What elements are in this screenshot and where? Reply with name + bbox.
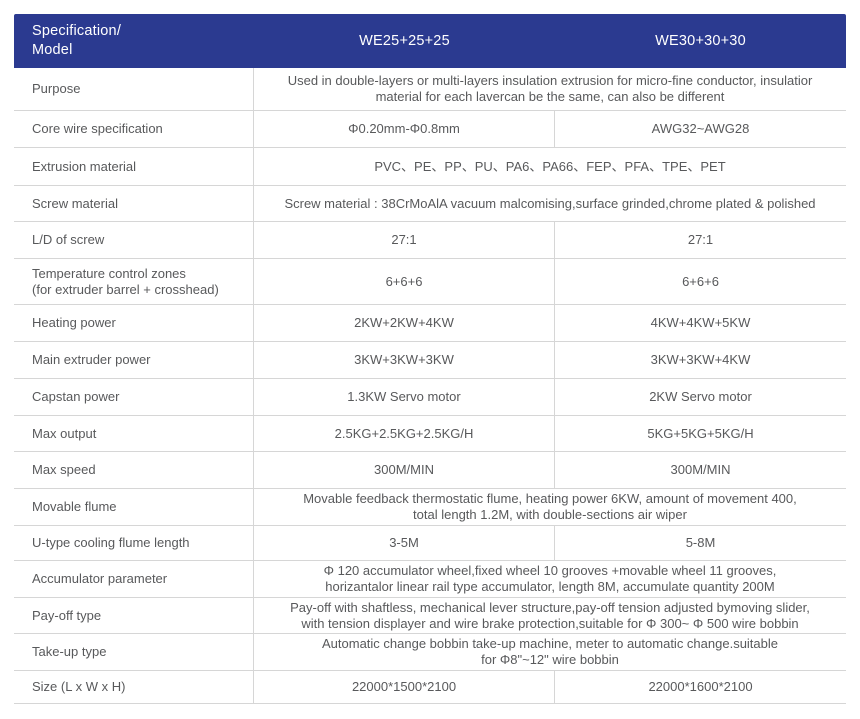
- row-label: Accumulator parameter: [14, 561, 254, 597]
- row-value-we30: 2KW Servo motor: [649, 389, 752, 404]
- header-model-we25: WE25+25+25: [359, 33, 450, 49]
- table-row-movable-flume: Movable flume Movable feedback thermosta…: [14, 489, 846, 526]
- spec-table: Specification/ Model WE25+25+25 WE30+30+…: [14, 14, 846, 704]
- row-value-we25: Φ0.20mm-Φ0.8mm: [254, 111, 555, 147]
- table-row-core-wire: Core wire specification Φ0.20mm-Φ0.8mm A…: [14, 111, 846, 148]
- row-label: Core wire specification: [14, 111, 254, 147]
- table-row-screw-material: Screw material Screw material : 38CrMoAl…: [14, 186, 846, 222]
- row-value-we30: 27:1: [687, 232, 714, 247]
- row-value-span: Screw material : 38CrMoAlA vacuum malcom…: [284, 195, 816, 211]
- row-label: Main extruder power: [14, 342, 254, 378]
- table-row-extrusion-material: Extrusion material PVC、PE、PP、PU、PA6、PA66…: [14, 148, 846, 186]
- row-value-we25: 300M/MIN: [254, 452, 555, 488]
- row-label: U-type cooling flume length: [14, 526, 254, 560]
- row-value-span: PVC、PE、PP、PU、PA6、PA66、FEP、PFA、TPE、PET: [374, 158, 726, 174]
- row-value-we25: 3KW+3KW+3KW: [254, 342, 555, 378]
- row-value-we25: 3-5M: [254, 526, 555, 560]
- header-model-we30: WE30+30+30: [655, 33, 746, 49]
- row-label: Temperature control zones (for extruder …: [14, 259, 254, 304]
- row-value-span: Φ 120 accumulator wheel,fixed wheel 10 g…: [323, 563, 777, 594]
- header-spec-model: Specification/ Model: [32, 23, 122, 58]
- row-value-we25: 2KW+2KW+4KW: [254, 305, 555, 341]
- row-value-we25: 1.3KW Servo motor: [254, 379, 555, 415]
- row-value-we30: 6+6+6: [682, 273, 719, 289]
- table-row-payoff-type: Pay-off type Pay-off with shaftless, mec…: [14, 598, 846, 634]
- row-label: L/D of screw: [14, 222, 254, 258]
- row-value-span: Automatic change bobbin take-up machine,…: [322, 636, 778, 667]
- table-row-size: Size (L x W x H) 22000*1500*2100 22000*1…: [14, 671, 846, 704]
- row-label: Capstan power: [14, 379, 254, 415]
- row-value-we30: 5-8M: [685, 535, 716, 550]
- row-value-we30: 3KW+3KW+4KW: [650, 352, 751, 367]
- table-row-max-output: Max output 2.5KG+2.5KG+2.5KG/H 5KG+5KG+5…: [14, 416, 846, 452]
- table-row-utype-flume: U-type cooling flume length 3-5M 5-8M: [14, 526, 846, 561]
- row-value-we25: 27:1: [254, 222, 555, 258]
- row-value-we30: 5KG+5KG+5KG/H: [647, 425, 754, 441]
- table-row-capstan-power: Capstan power 1.3KW Servo motor 2KW Serv…: [14, 379, 846, 416]
- row-value-we30: AWG32~AWG28: [651, 121, 750, 136]
- row-value-span: Used in double-layers or multi-layers in…: [287, 73, 813, 104]
- row-label: Max output: [14, 416, 254, 451]
- row-value-we25: 2.5KG+2.5KG+2.5KG/H: [254, 416, 555, 451]
- row-label: Take-up type: [14, 634, 254, 670]
- row-value-we30: 22000*1600*2100: [648, 679, 753, 694]
- table-row-accumulator: Accumulator parameter Φ 120 accumulator …: [14, 561, 846, 598]
- row-label: Movable flume: [14, 489, 254, 525]
- row-value-we25: 6+6+6: [254, 259, 555, 304]
- row-value-we25: 22000*1500*2100: [254, 671, 555, 703]
- row-value-we30: 4KW+4KW+5KW: [650, 315, 751, 330]
- table-row-temp-zones: Temperature control zones (for extruder …: [14, 259, 846, 305]
- row-label: Pay-off type: [14, 598, 254, 633]
- table-row-purpose: Purpose Used in double-layers or multi-l…: [14, 68, 846, 111]
- table-row-max-speed: Max speed 300M/MIN 300M/MIN: [14, 452, 846, 489]
- row-value-span: Pay-off with shaftless, mechanical lever…: [290, 599, 810, 631]
- row-label: Screw material: [14, 186, 254, 221]
- row-label: Heating power: [14, 305, 254, 341]
- row-label: Size (L x W x H): [14, 671, 254, 703]
- table-row-heating-power: Heating power 2KW+2KW+4KW 4KW+4KW+5KW: [14, 305, 846, 342]
- table-row-ld-screw: L/D of screw 27:1 27:1: [14, 222, 846, 259]
- row-label: Purpose: [14, 68, 254, 110]
- table-row-main-extruder-power: Main extruder power 3KW+3KW+3KW 3KW+3KW+…: [14, 342, 846, 379]
- row-label: Max speed: [14, 452, 254, 488]
- table-header-row: Specification/ Model WE25+25+25 WE30+30+…: [14, 14, 846, 68]
- row-value-span: Movable feedback thermostatic flume, hea…: [303, 491, 797, 522]
- row-label: Extrusion material: [14, 148, 254, 185]
- table-row-takeup-type: Take-up type Automatic change bobbin tak…: [14, 634, 846, 671]
- row-value-we30: 300M/MIN: [670, 462, 731, 477]
